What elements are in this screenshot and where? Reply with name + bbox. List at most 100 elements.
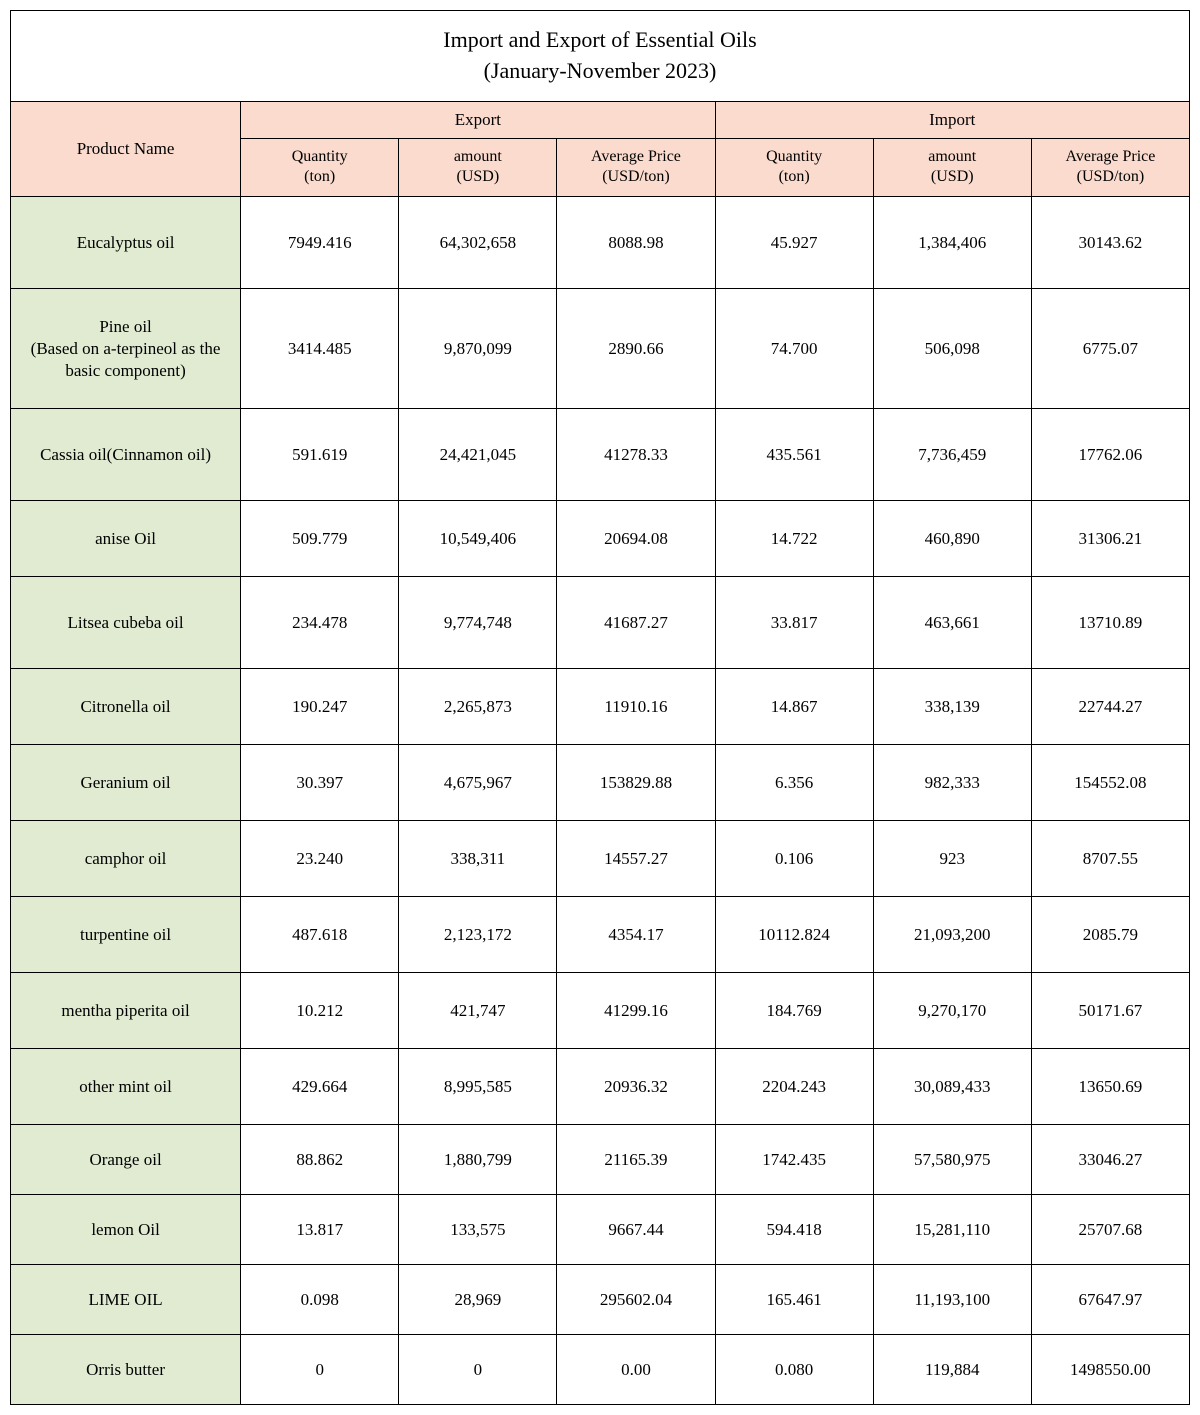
data-cell-iq: 184.769 <box>715 973 873 1049</box>
data-cell-iq: 1742.435 <box>715 1125 873 1195</box>
data-cell-ia: 30,089,433 <box>873 1049 1031 1125</box>
data-cell-ip: 6775.07 <box>1031 289 1189 409</box>
table-title: Import and Export of Essential Oils (Jan… <box>11 11 1190 102</box>
table-row: Orris butter000.000.080119,8841498550.00 <box>11 1335 1190 1405</box>
data-cell-ia: 11,193,100 <box>873 1265 1031 1335</box>
data-cell-ip: 31306.21 <box>1031 501 1189 577</box>
data-cell-ia: 7,736,459 <box>873 409 1031 501</box>
product-name-cell: Eucalyptus oil <box>11 197 241 289</box>
data-cell-ea: 28,969 <box>399 1265 557 1335</box>
data-cell-ea: 4,675,967 <box>399 745 557 821</box>
data-cell-iq: 2204.243 <box>715 1049 873 1125</box>
table-row: mentha piperita oil10.212421,74741299.16… <box>11 973 1190 1049</box>
table-row: Pine oil(Based on a-terpineol as the bas… <box>11 289 1190 409</box>
data-cell-eq: 429.664 <box>241 1049 399 1125</box>
data-cell-ea: 0 <box>399 1335 557 1405</box>
data-cell-ip: 154552.08 <box>1031 745 1189 821</box>
data-cell-eq: 7949.416 <box>241 197 399 289</box>
header-import: Import <box>715 101 1189 138</box>
data-cell-ip: 8707.55 <box>1031 821 1189 897</box>
data-cell-ep: 41687.27 <box>557 577 715 669</box>
product-name-cell: anise Oil <box>11 501 241 577</box>
data-cell-ia: 460,890 <box>873 501 1031 577</box>
product-name-cell: Orange oil <box>11 1125 241 1195</box>
table-row: lemon Oil13.817133,5759667.44594.41815,2… <box>11 1195 1190 1265</box>
data-cell-ip: 50171.67 <box>1031 973 1189 1049</box>
data-cell-ep: 41278.33 <box>557 409 715 501</box>
data-cell-ep: 20936.32 <box>557 1049 715 1125</box>
data-cell-iq: 33.817 <box>715 577 873 669</box>
data-cell-ip: 13710.89 <box>1031 577 1189 669</box>
data-cell-ip: 67647.97 <box>1031 1265 1189 1335</box>
data-cell-iq: 10112.824 <box>715 897 873 973</box>
table-row: turpentine oil487.6182,123,1724354.17101… <box>11 897 1190 973</box>
data-cell-ia: 57,580,975 <box>873 1125 1031 1195</box>
product-name-cell: Cassia oil(Cinnamon oil) <box>11 409 241 501</box>
header-import-avg: Average Price(USD/ton) <box>1031 138 1189 197</box>
data-cell-ia: 119,884 <box>873 1335 1031 1405</box>
data-cell-ea: 8,995,585 <box>399 1049 557 1125</box>
data-cell-iq: 6.356 <box>715 745 873 821</box>
data-cell-eq: 591.619 <box>241 409 399 501</box>
data-cell-ia: 21,093,200 <box>873 897 1031 973</box>
data-cell-ia: 1,384,406 <box>873 197 1031 289</box>
data-cell-ea: 64,302,658 <box>399 197 557 289</box>
data-cell-eq: 0 <box>241 1335 399 1405</box>
data-cell-iq: 435.561 <box>715 409 873 501</box>
data-cell-ea: 2,265,873 <box>399 669 557 745</box>
data-cell-iq: 45.927 <box>715 197 873 289</box>
data-cell-ea: 338,311 <box>399 821 557 897</box>
table-row: camphor oil23.240338,31114557.270.106923… <box>11 821 1190 897</box>
data-cell-ep: 0.00 <box>557 1335 715 1405</box>
data-cell-ia: 982,333 <box>873 745 1031 821</box>
data-cell-eq: 487.618 <box>241 897 399 973</box>
header-export-amt: amount(USD) <box>399 138 557 197</box>
data-cell-ip: 2085.79 <box>1031 897 1189 973</box>
data-cell-ea: 421,747 <box>399 973 557 1049</box>
product-name-cell: Geranium oil <box>11 745 241 821</box>
data-cell-ip: 33046.27 <box>1031 1125 1189 1195</box>
table-body: Eucalyptus oil7949.41664,302,6588088.984… <box>11 197 1190 1405</box>
data-cell-ep: 4354.17 <box>557 897 715 973</box>
header-export: Export <box>241 101 715 138</box>
table-row: other mint oil429.6648,995,58520936.3222… <box>11 1049 1190 1125</box>
data-cell-ep: 153829.88 <box>557 745 715 821</box>
data-cell-eq: 509.779 <box>241 501 399 577</box>
data-cell-iq: 14.867 <box>715 669 873 745</box>
header-export-avg: Average Price(USD/ton) <box>557 138 715 197</box>
table-row: Geranium oil30.3974,675,967153829.886.35… <box>11 745 1190 821</box>
data-cell-ia: 15,281,110 <box>873 1195 1031 1265</box>
product-name-cell: LIME OIL <box>11 1265 241 1335</box>
data-cell-eq: 88.862 <box>241 1125 399 1195</box>
data-cell-eq: 10.212 <box>241 973 399 1049</box>
data-cell-iq: 594.418 <box>715 1195 873 1265</box>
data-cell-iq: 0.080 <box>715 1335 873 1405</box>
table-row: Orange oil88.8621,880,79921165.391742.43… <box>11 1125 1190 1195</box>
data-cell-eq: 3414.485 <box>241 289 399 409</box>
data-cell-eq: 23.240 <box>241 821 399 897</box>
data-cell-ep: 9667.44 <box>557 1195 715 1265</box>
table-row: Eucalyptus oil7949.41664,302,6588088.984… <box>11 197 1190 289</box>
data-cell-eq: 190.247 <box>241 669 399 745</box>
title-line1: Import and Export of Essential Oils <box>443 27 756 52</box>
product-name-cell: lemon Oil <box>11 1195 241 1265</box>
data-cell-ep: 21165.39 <box>557 1125 715 1195</box>
product-name-cell: other mint oil <box>11 1049 241 1125</box>
data-cell-ea: 2,123,172 <box>399 897 557 973</box>
data-cell-ea: 10,549,406 <box>399 501 557 577</box>
data-cell-ip: 13650.69 <box>1031 1049 1189 1125</box>
product-name-cell: camphor oil <box>11 821 241 897</box>
data-cell-ep: 8088.98 <box>557 197 715 289</box>
data-cell-ia: 338,139 <box>873 669 1031 745</box>
data-cell-eq: 30.397 <box>241 745 399 821</box>
product-name-cell: turpentine oil <box>11 897 241 973</box>
data-cell-ia: 923 <box>873 821 1031 897</box>
table-row: Litsea cubeba oil234.4789,774,74841687.2… <box>11 577 1190 669</box>
product-name-cell: Litsea cubeba oil <box>11 577 241 669</box>
data-cell-ea: 24,421,045 <box>399 409 557 501</box>
table-row: anise Oil509.77910,549,40620694.0814.722… <box>11 501 1190 577</box>
data-cell-ep: 11910.16 <box>557 669 715 745</box>
data-cell-eq: 0.098 <box>241 1265 399 1335</box>
product-name-cell: Orris butter <box>11 1335 241 1405</box>
data-cell-ep: 14557.27 <box>557 821 715 897</box>
